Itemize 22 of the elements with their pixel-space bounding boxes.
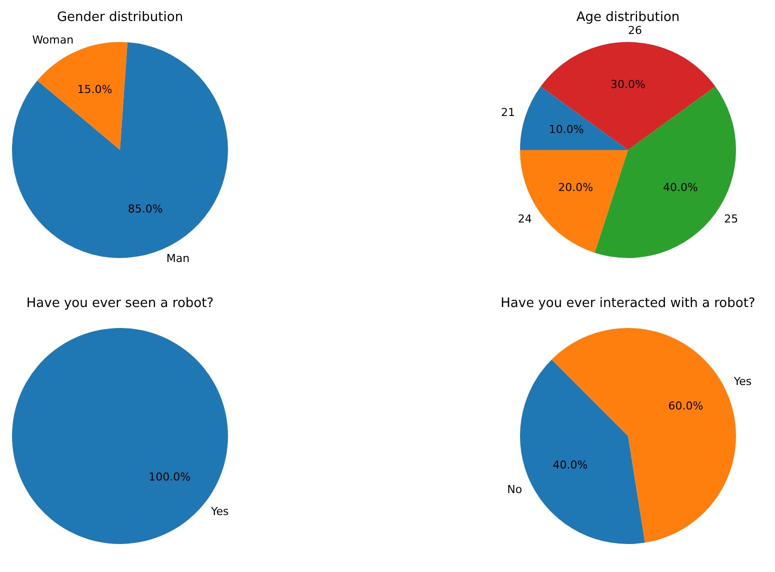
- slice-label: Yes: [210, 505, 230, 518]
- chart-title: Have you ever interacted with a robot?: [500, 296, 756, 311]
- slice-label: 24: [518, 212, 532, 226]
- slice-label: No: [507, 482, 522, 496]
- data-label: 60.0%: [668, 399, 704, 412]
- data-label: 85.0%: [128, 202, 163, 216]
- slice-label: Man: [166, 252, 190, 266]
- data-label: 100.0%: [148, 470, 191, 484]
- data-label: 30.0%: [610, 78, 646, 92]
- data-label: 20.0%: [558, 180, 594, 194]
- data-label: 10.0%: [548, 122, 584, 136]
- chart-title: Age distribution: [575, 10, 681, 25]
- chart-title: Gender distribution: [56, 10, 184, 25]
- data-label: 15.0%: [77, 83, 112, 96]
- chart-title: Have you ever seen a robot?: [25, 296, 215, 311]
- slice-label: 25: [724, 212, 738, 226]
- data-label: 40.0%: [662, 180, 698, 194]
- slice-label: 21: [501, 106, 516, 120]
- slice-label: 26: [628, 24, 642, 38]
- slice-label: Woman: [32, 34, 74, 47]
- data-label: 40.0%: [552, 458, 588, 472]
- slice-label: Yes: [732, 374, 752, 388]
